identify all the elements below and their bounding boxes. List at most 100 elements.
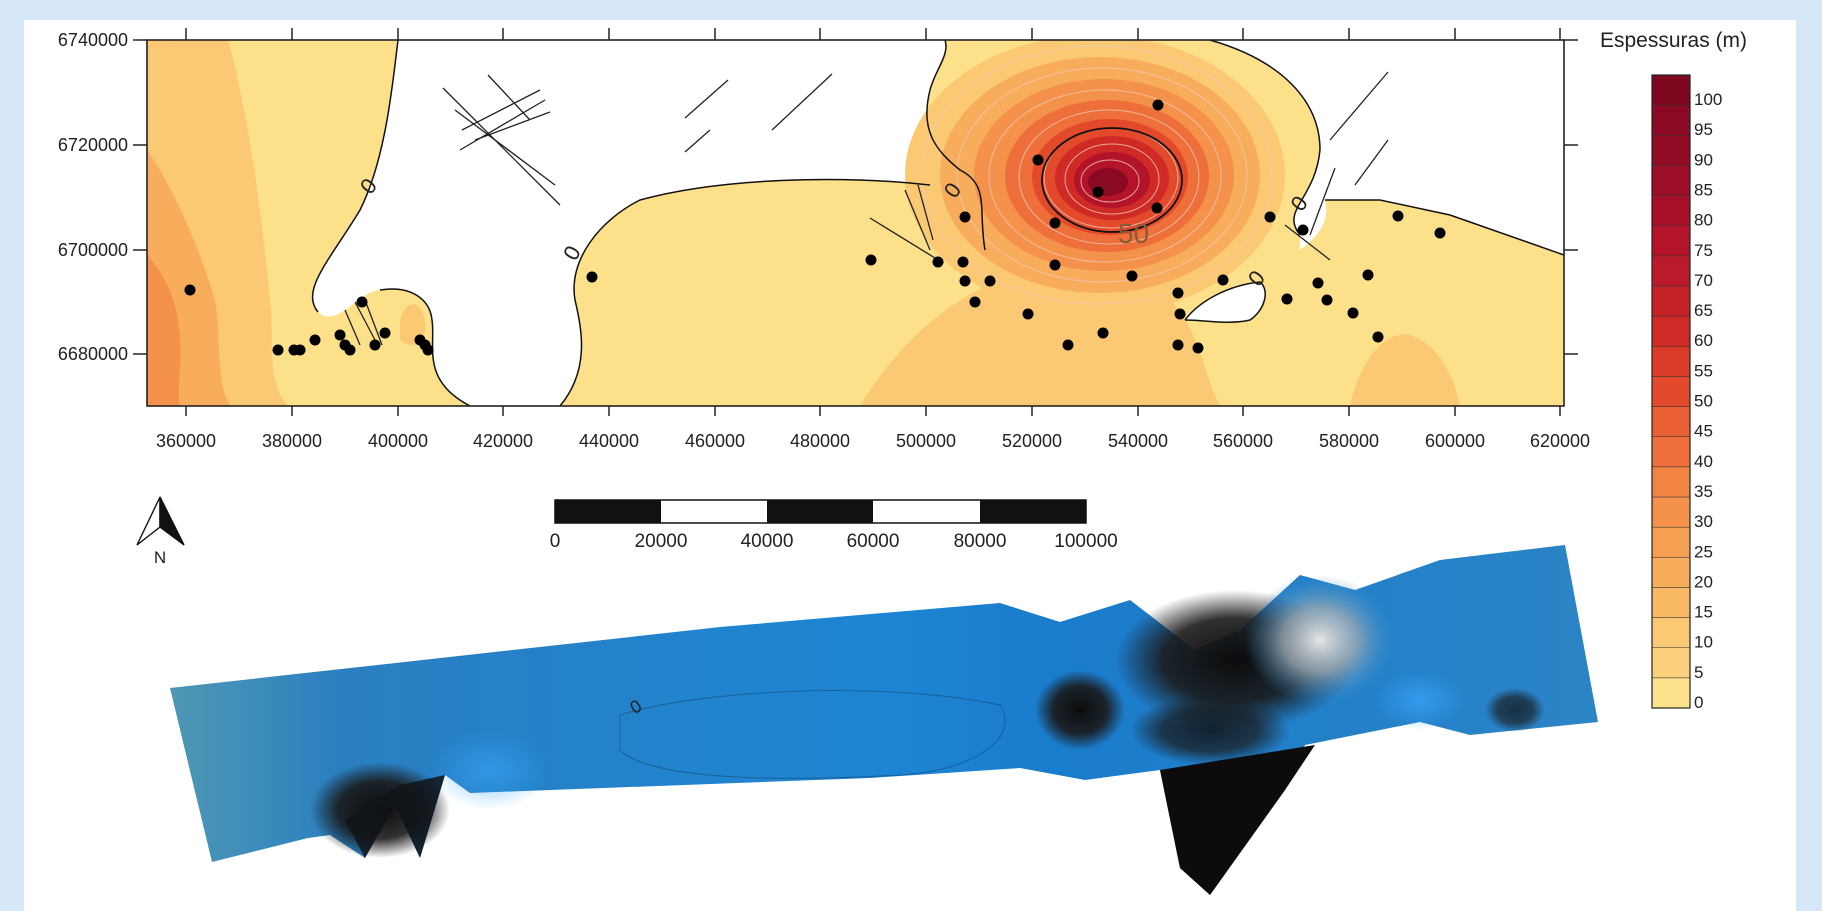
legend-swatch xyxy=(1651,436,1691,468)
legend-swatch xyxy=(1651,135,1691,166)
x-tick-label: 400000 xyxy=(368,431,428,451)
legend-title: Espessuras (m) xyxy=(1600,29,1747,52)
legend-swatch xyxy=(1651,315,1691,347)
legend-label: 85 xyxy=(1694,180,1713,199)
y-tick-label: 6680000 xyxy=(58,344,128,364)
surface-dark-zone xyxy=(1035,670,1125,750)
legend-swatch xyxy=(1651,406,1691,437)
legend-swatch xyxy=(1651,74,1691,106)
scale-label: 60000 xyxy=(847,531,900,552)
map-ticks xyxy=(133,28,1578,416)
legend-swatch xyxy=(1651,526,1691,558)
zero-contour-lines xyxy=(312,40,1564,406)
scale-label: 100000 xyxy=(1054,531,1117,552)
legend-label: 45 xyxy=(1694,422,1713,441)
legend-swatch xyxy=(1651,165,1691,196)
legend-label: 30 xyxy=(1694,512,1713,531)
surface-highlight xyxy=(430,730,550,810)
legend-label: 90 xyxy=(1694,150,1713,169)
contour-zone-west-15 xyxy=(147,255,181,406)
scale-segment xyxy=(767,500,873,523)
legend-bar-frame xyxy=(1651,74,1691,709)
legend-label: 20 xyxy=(1694,572,1713,591)
legend-swatch xyxy=(1651,104,1691,136)
x-tick-label: 500000 xyxy=(896,431,956,451)
scale-label: 20000 xyxy=(635,531,688,552)
y-tick-label: 6700000 xyxy=(58,240,128,260)
scale-bar: 0 20000 40000 60000 80000 100000 xyxy=(550,499,1118,552)
north-arrow-left xyxy=(136,496,161,546)
surface-trough-west xyxy=(345,775,445,858)
scale-labels: 0 20000 40000 60000 80000 100000 xyxy=(550,531,1118,552)
x-tick-label: 420000 xyxy=(473,431,533,451)
legend-label: 95 xyxy=(1694,120,1713,139)
legend-label: 80 xyxy=(1694,211,1713,230)
legend-labels: 1009590858075706560555045403530252015105… xyxy=(1694,90,1722,712)
legend-color-bar xyxy=(1651,74,1691,709)
contour-zone-zero-northeast xyxy=(1210,40,1564,255)
legend: Espessuras (m) 1009590858075706560555045… xyxy=(1600,29,1747,712)
x-tick-label: 560000 xyxy=(1213,431,1273,451)
x-tick-label: 380000 xyxy=(262,431,322,451)
surface-dark-zone xyxy=(1130,695,1290,765)
well-points xyxy=(184,99,1446,356)
x-tick-label: 480000 xyxy=(790,431,850,451)
x-tick-label: 580000 xyxy=(1319,431,1379,451)
legend-swatch xyxy=(1651,376,1691,407)
y-tick-label: 6720000 xyxy=(58,135,128,155)
y-axis-labels: 6740000 6720000 6700000 6680000 xyxy=(58,30,128,364)
legend-label: 70 xyxy=(1694,271,1713,290)
surface-light-zone xyxy=(1245,575,1395,705)
contour-zone-east-lobe xyxy=(1350,334,1460,406)
legend-label: 0 xyxy=(1694,693,1703,712)
legend-swatch xyxy=(1651,557,1691,588)
contour-line-50 xyxy=(1041,127,1183,233)
legend-swatch xyxy=(1651,496,1691,528)
contour-high-peak xyxy=(905,40,1285,315)
x-axis-labels: 360000 380000 400000 420000 440000 46000… xyxy=(156,431,1590,451)
x-tick-label: 360000 xyxy=(156,431,216,451)
scale-segment xyxy=(980,500,1086,523)
legend-label: 65 xyxy=(1694,301,1713,320)
legend-swatch xyxy=(1651,225,1691,257)
x-tick-label: 600000 xyxy=(1425,431,1485,451)
contour-zone-zero-central xyxy=(312,40,986,406)
map-frame xyxy=(146,39,1565,407)
legend-label: 5 xyxy=(1694,663,1703,682)
scale-label: 80000 xyxy=(954,531,1007,552)
contour-label-50: 50 xyxy=(1118,218,1149,249)
fault-lines xyxy=(344,71,1389,346)
legend-label: 35 xyxy=(1694,482,1713,501)
legend-label: 100 xyxy=(1694,90,1722,109)
x-tick-label: 540000 xyxy=(1108,431,1168,451)
legend-swatch xyxy=(1651,617,1691,648)
legend-swatch xyxy=(1651,466,1691,498)
legend-swatch xyxy=(1651,285,1691,317)
surface-dark-zone xyxy=(1485,688,1545,732)
surface-highlight xyxy=(1375,670,1465,730)
north-arrow: N xyxy=(136,496,185,567)
y-tick-label: 6740000 xyxy=(58,30,128,50)
surface-deep-trough xyxy=(1160,745,1315,895)
scale-label: 40000 xyxy=(741,531,794,552)
x-tick-label: 460000 xyxy=(685,431,745,451)
surface-contour xyxy=(619,690,1006,779)
surface-3d: 0 xyxy=(170,545,1598,895)
legend-swatch xyxy=(1651,677,1691,709)
legend-label: 10 xyxy=(1694,633,1713,652)
legend-label: 60 xyxy=(1694,331,1713,350)
legend-label: 25 xyxy=(1694,542,1713,561)
legend-label: 15 xyxy=(1694,603,1713,622)
legend-swatch xyxy=(1651,587,1691,618)
contour-map: 0 0 0 0 0 50 xyxy=(147,40,1564,406)
legend-swatch xyxy=(1651,647,1691,679)
x-tick-label: 620000 xyxy=(1530,431,1590,451)
legend-label: 75 xyxy=(1694,241,1713,260)
legend-label: 50 xyxy=(1694,392,1713,411)
scale-segment xyxy=(555,500,661,523)
north-label: N xyxy=(154,548,166,567)
north-arrow-right xyxy=(159,496,185,546)
legend-swatch xyxy=(1651,255,1691,287)
x-tick-label: 520000 xyxy=(1002,431,1062,451)
